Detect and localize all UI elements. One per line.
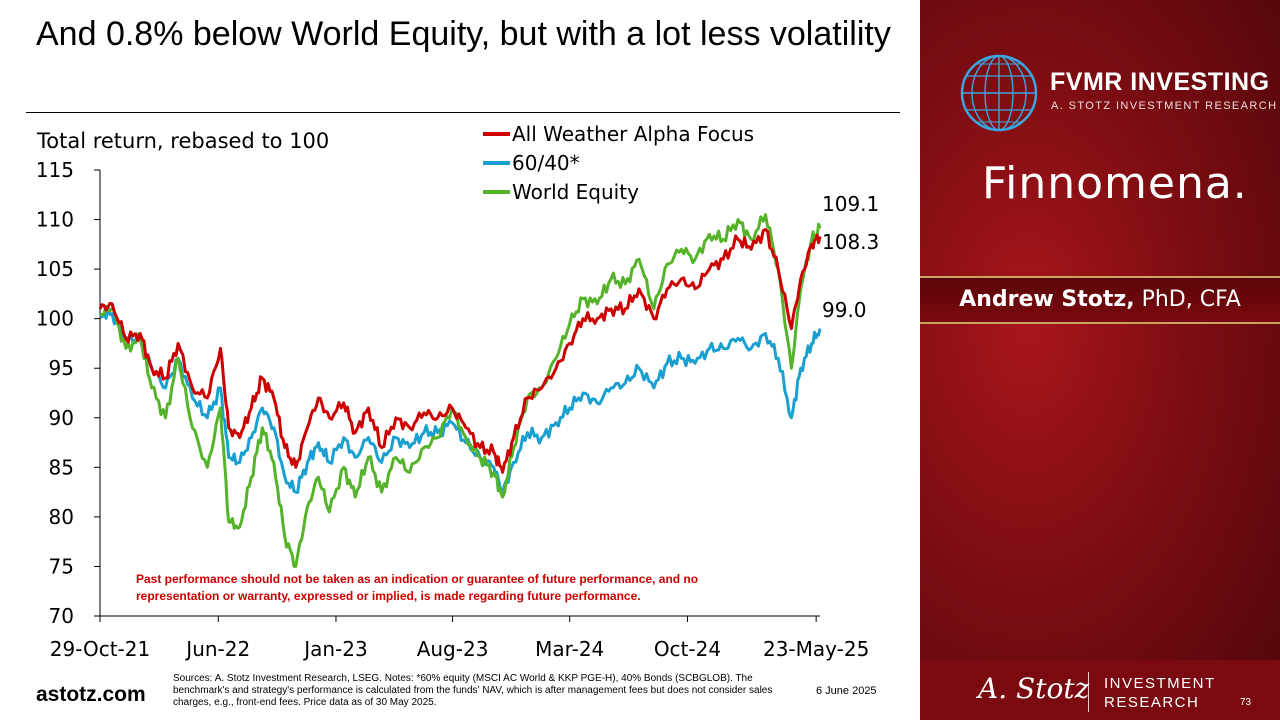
chart-axes: Total return, rebased to 100 70 75 80 85 90 95… (36, 129, 870, 661)
author-credentials: PhD, CFA (1134, 287, 1241, 312)
title-divider (26, 112, 900, 113)
globe-icon (960, 54, 1038, 132)
footer-date: 6 June 2025 (816, 685, 877, 697)
x-tick-label: Aug-23 (417, 637, 489, 661)
brand-name: FVMR INVESTING (1050, 68, 1270, 96)
sidebar-footer (920, 660, 1280, 720)
y-axis-label: Total return, rebased to 100 (36, 129, 329, 153)
x-tick-label: 23-May-25 (763, 637, 869, 661)
end-label-all-weather-alpha-focus: 108.3 (822, 230, 879, 254)
legend-label-all-weather-alpha-focus: All Weather Alpha Focus (512, 122, 754, 146)
legend-label-world-equity: World Equity (512, 180, 639, 204)
y-tick-label: 100 (36, 307, 74, 331)
ir-line-1: INVESTMENT (1104, 675, 1216, 692)
logo-divider (1088, 672, 1089, 712)
y-tick-label: 95 (49, 356, 74, 380)
author-banner: Andrew Stotz, PhD, CFA (920, 276, 1280, 324)
y-tick-label: 90 (49, 406, 74, 430)
sources-note: Sources: A. Stotz Investment Research, L… (173, 673, 773, 708)
partner-logo: Finnomena. (982, 158, 1248, 209)
disclaimer-text: Past performance should not be taken as … (136, 572, 699, 603)
y-tick-label: 70 (49, 604, 74, 628)
chart-legend: All Weather Alpha Focus 60/40* World Equit… (483, 122, 754, 204)
chart-end-labels: 108.3 99.0 109.1 (822, 192, 879, 322)
slide-title: And 0.8% below World Equity, but with a … (36, 15, 891, 53)
legend-label-60-40: 60/40* (512, 151, 580, 175)
brand-subtitle: A. STOTZ INVESTMENT RESEARCH (1051, 100, 1278, 112)
x-tick-label: 29-Oct-21 (50, 637, 150, 661)
end-label-world-equity: 109.1 (822, 192, 879, 216)
y-tick-label: 110 (36, 208, 74, 232)
site-url[interactable]: astotz.com (36, 683, 146, 706)
x-tick-label: Mar-24 (535, 637, 604, 661)
ir-line-2: RESEARCH (1104, 694, 1200, 711)
series-line-all-weather-alpha-focus (98, 228, 822, 474)
y-tick-label: 75 (49, 554, 74, 578)
line-chart: Total return, rebased to 100 70 75 80 85 90 95… (36, 122, 879, 661)
y-tick-label: 80 (49, 505, 74, 529)
chart-series-lines (98, 213, 822, 568)
end-label-60-40: 99.0 (822, 298, 867, 322)
y-tick-label: 105 (36, 257, 74, 281)
x-tick-label: Jun-22 (184, 637, 250, 661)
brand-sidebar: FVMR INVESTING A. STOTZ INVESTMENT RESEA… (920, 0, 1280, 720)
series-line-60-40 (98, 306, 822, 494)
author-name: Andrew Stotz, (959, 287, 1135, 312)
signature-logo: A. Stotz (978, 672, 1090, 705)
y-tick-label: 85 (49, 455, 74, 479)
page-number: 73 (1240, 697, 1252, 708)
x-tick-label: Jan-23 (302, 637, 368, 661)
series-line-world-equity (99, 213, 822, 568)
investment-research-text: INVESTMENT RESEARCH (1104, 674, 1216, 712)
x-tick-label: Oct-24 (654, 637, 721, 661)
y-tick-label: 115 (36, 158, 74, 182)
